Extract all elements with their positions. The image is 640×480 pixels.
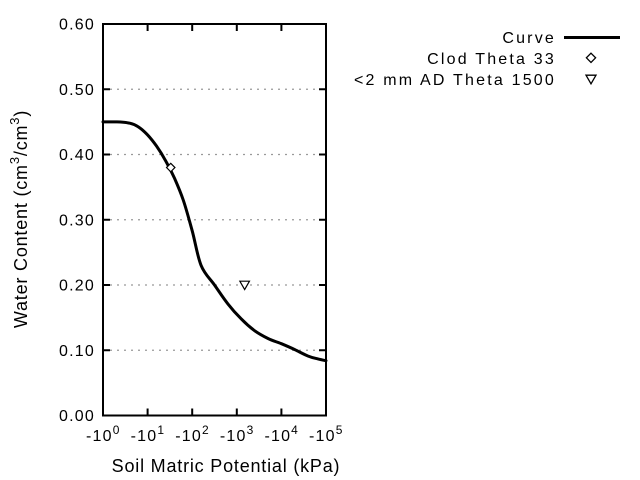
y-tick-label: 0.50: [59, 82, 95, 99]
x-axis-title: Soil Matric Potential (kPa): [112, 456, 341, 476]
y-tick-label: 0.10: [59, 343, 95, 360]
y-tick-label: 0.20: [59, 278, 95, 295]
legend-open-diamond-icon: [585, 52, 597, 64]
x-tick-label: -103: [220, 423, 254, 445]
y-tick-label: 0.40: [59, 147, 95, 164]
axis-ticks: [103, 24, 326, 416]
gridlines: [103, 88, 326, 351]
y-axis-title: Water Content (cm3/cm3): [7, 110, 31, 328]
y-tick-labels: 0.00 0.10 0.20 0.30 0.40 0.50 0.60: [59, 17, 95, 426]
y-tick-label: 0.60: [59, 17, 95, 34]
x-tick-label: -101: [131, 423, 165, 445]
data-points: [165, 162, 251, 291]
x-tick-label: -102: [175, 423, 209, 445]
ad-theta-1500-point: [238, 280, 251, 291]
legend-label-ad-theta-1500: <2 mm AD Theta 1500: [354, 72, 556, 89]
x-tick-labels: -100 -101 -102 -103 -104 -105: [86, 423, 343, 445]
legend-label-clod-theta-33: Clod Theta 33: [427, 51, 556, 68]
legend: Curve Clod Theta 33 <2 mm AD Theta 1500: [354, 30, 620, 89]
legend-open-triangle-down-icon: [584, 74, 598, 86]
x-tick-label: -104: [264, 423, 298, 445]
x-tick-label: -105: [309, 423, 343, 445]
y-tick-label: 0.30: [59, 212, 95, 229]
clod-theta-33-point: [165, 162, 176, 173]
y-tick-label: 0.00: [59, 408, 95, 425]
curve-line: [101, 120, 328, 363]
legend-label-curve: Curve: [502, 30, 556, 47]
x-tick-label: -100: [86, 423, 120, 445]
